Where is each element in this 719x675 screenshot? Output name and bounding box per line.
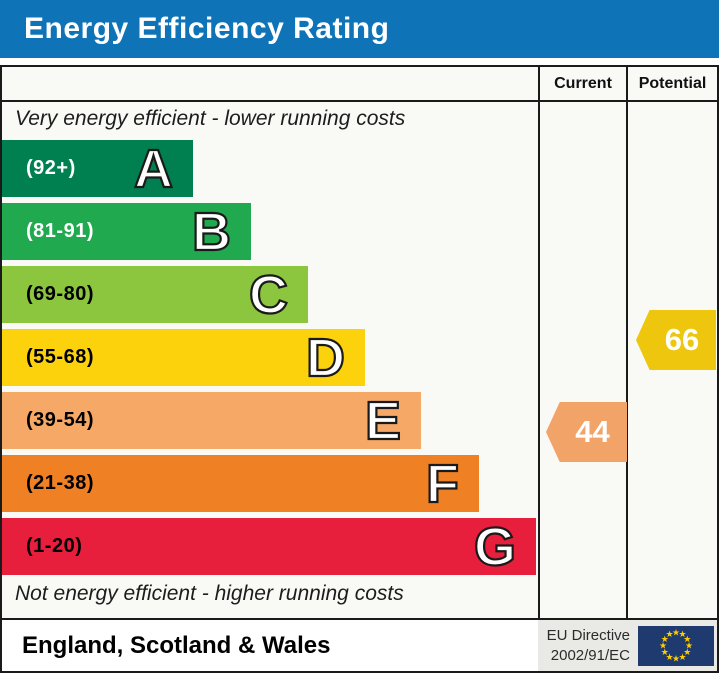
band-b: (81-91) B — [2, 203, 251, 260]
potential-column-header: Potential — [638, 74, 707, 92]
footer: England, Scotland & Wales EU Directive 2… — [0, 620, 719, 673]
potential-rating-value: 66 — [664, 322, 700, 357]
band-e-letter: E — [364, 390, 402, 451]
band-c: (69-80) C — [2, 266, 308, 323]
eu-directive-line1: EU Directive — [546, 627, 630, 644]
column-header-row — [2, 67, 717, 102]
potential-rating-marker: 66 — [636, 310, 716, 370]
eu-star-icon: ★ — [658, 640, 668, 650]
band-g-letter: G — [473, 516, 517, 577]
band-g-range-label: (1-20) — [26, 535, 83, 557]
page-title: Energy Efficiency Rating — [24, 12, 390, 45]
eu-directive-text: EU Directive 2002/91/EC — [547, 626, 630, 665]
band-c-letter: C — [248, 264, 289, 325]
band-c-range-label: (69-80) — [26, 283, 94, 305]
current-column-divider — [538, 67, 540, 618]
eu-star-icon: ★ — [683, 633, 692, 644]
eu-star-icon: ★ — [683, 646, 692, 657]
eu-star-icon: ★ — [665, 628, 674, 639]
eu-star-icon: ★ — [671, 627, 681, 637]
band-d: (55-68) D — [2, 329, 365, 386]
bottom-note: Not energy efficient - higher running co… — [15, 582, 404, 605]
eu-star-icon: ★ — [660, 646, 669, 657]
current-column-header: Current — [554, 74, 612, 92]
band-d-letter: D — [305, 327, 346, 388]
rating-chart: Current Potential Very energy efficient … — [0, 65, 719, 620]
eu-flag-icon: ★ ★ ★ ★ ★ ★ ★ ★ ★ ★ ★ ★ — [638, 625, 714, 666]
band-e: (39-54) E — [2, 392, 421, 449]
band-f: (21-38) F — [2, 455, 479, 512]
band-b-range-label: (81-91) — [26, 220, 94, 242]
eu-star-icon: ★ — [684, 640, 694, 650]
band-a-letter: A — [133, 138, 174, 199]
band-b-letter: B — [191, 201, 232, 262]
current-rating-value: 44 — [575, 414, 610, 449]
band-d-range-label: (55-68) — [26, 346, 94, 368]
eu-star-icon: ★ — [678, 628, 687, 639]
band-a: (92+) A — [2, 140, 193, 197]
eu-directive-line2: 2002/91/EC — [550, 646, 630, 664]
region-label: England, Scotland & Wales — [22, 631, 331, 659]
eu-star-icon: ★ — [660, 633, 669, 644]
eu-directive-cell: EU Directive 2002/91/EC ★ ★ ★ ★ ★ ★ ★ ★ ★ ★ ★ ★ — [538, 620, 717, 671]
eu-star-icon: ★ — [665, 651, 674, 662]
band-g: (1-20) G — [2, 518, 536, 575]
eu-star-icon: ★ — [678, 651, 687, 662]
band-f-letter: F — [425, 453, 460, 514]
current-rating-marker: 44 — [546, 402, 627, 462]
top-note: Very energy efficient - lower running co… — [15, 107, 406, 130]
band-e-range-label: (39-54) — [26, 409, 94, 431]
potential-column-divider — [626, 67, 628, 618]
eu-star-icon: ★ — [671, 653, 681, 663]
band-a-range-label: (92+) — [26, 157, 76, 179]
title-bar: Energy Efficiency Rating — [0, 0, 719, 58]
band-f-range-label: (21-38) — [26, 472, 94, 494]
